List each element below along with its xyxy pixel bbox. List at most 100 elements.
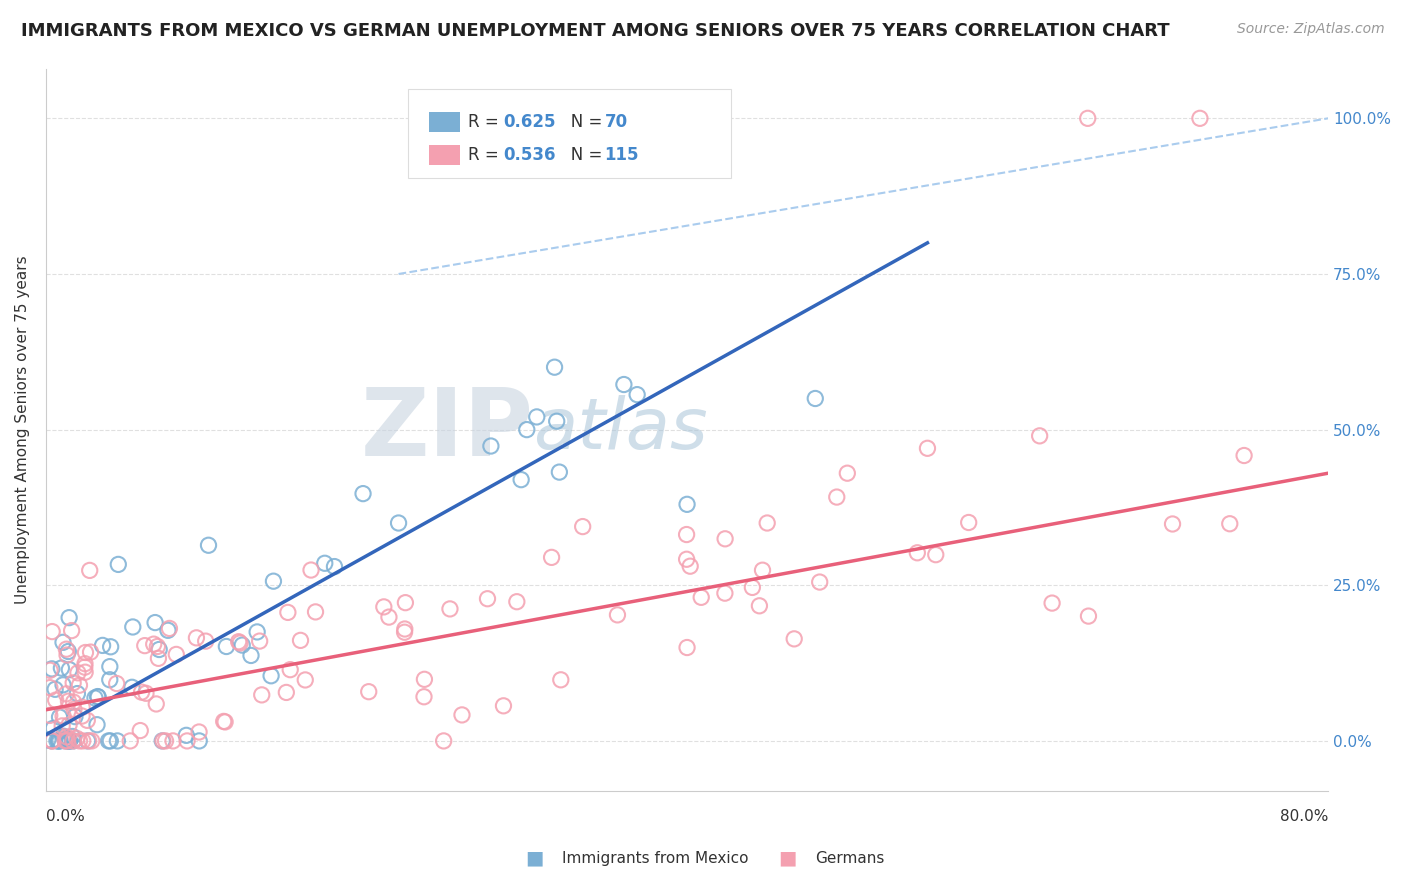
Point <box>957 516 980 530</box>
Point <box>63 702 86 716</box>
Point <box>105 676 128 690</box>
Point <box>825 490 848 504</box>
Point <box>69 734 91 748</box>
Point <box>510 473 533 487</box>
Point <box>1028 429 1050 443</box>
Point <box>41 734 63 748</box>
Point <box>52 729 75 743</box>
Text: 0.625: 0.625 <box>503 113 555 131</box>
Point <box>42 721 65 735</box>
Point <box>55 730 77 744</box>
Point <box>146 640 169 654</box>
Point <box>142 637 165 651</box>
Point <box>613 377 636 392</box>
Point <box>548 465 571 479</box>
Text: Source: ZipAtlas.com: Source: ZipAtlas.com <box>1237 22 1385 37</box>
Point <box>56 734 79 748</box>
Point <box>75 646 97 660</box>
Point <box>41 734 63 748</box>
Text: ZIP: ZIP <box>360 384 533 475</box>
Point <box>58 610 80 624</box>
Point <box>675 552 697 566</box>
Point <box>80 734 103 748</box>
Point <box>323 559 346 574</box>
Point <box>56 734 79 748</box>
Point <box>571 519 593 533</box>
Text: N =: N = <box>555 113 607 131</box>
Point <box>250 688 273 702</box>
Point <box>37 732 59 747</box>
Point <box>49 734 72 748</box>
Point <box>197 538 219 552</box>
Point <box>783 632 806 646</box>
Point <box>58 694 80 708</box>
Point <box>905 546 928 560</box>
Point <box>357 684 380 698</box>
Point <box>98 734 121 748</box>
Point <box>394 625 416 640</box>
Point <box>52 635 75 649</box>
Point <box>352 486 374 500</box>
Text: ■: ■ <box>524 848 544 868</box>
Point <box>59 734 82 748</box>
Point <box>176 728 198 742</box>
Point <box>387 516 409 530</box>
Point <box>131 685 153 699</box>
Point <box>229 636 252 650</box>
Text: R =: R = <box>468 146 505 164</box>
Point <box>378 610 401 624</box>
Point <box>394 622 416 636</box>
Point <box>925 548 948 562</box>
Point <box>194 634 217 648</box>
Point <box>162 734 184 748</box>
Point <box>260 669 283 683</box>
Point <box>526 409 548 424</box>
Point <box>75 665 97 680</box>
Point <box>63 709 86 723</box>
Point <box>51 719 73 733</box>
Point <box>304 605 326 619</box>
Point <box>240 648 263 663</box>
Point <box>479 439 502 453</box>
Point <box>150 734 173 748</box>
Point <box>38 681 60 695</box>
Point <box>294 673 316 687</box>
Text: atlas: atlas <box>533 395 707 464</box>
Point <box>439 602 461 616</box>
Point <box>756 516 779 530</box>
Point <box>188 725 211 739</box>
Point <box>626 387 648 401</box>
Point <box>804 392 827 406</box>
Point <box>55 731 77 746</box>
Point <box>506 595 529 609</box>
Point <box>97 734 120 748</box>
Text: R =: R = <box>468 113 505 131</box>
Point <box>676 497 699 511</box>
Point <box>143 615 166 630</box>
Point <box>1188 112 1211 126</box>
Point <box>41 624 63 639</box>
Text: IMMIGRANTS FROM MEXICO VS GERMAN UNEMPLOYMENT AMONG SENIORS OVER 75 YEARS CORREL: IMMIGRANTS FROM MEXICO VS GERMAN UNEMPLO… <box>21 22 1170 40</box>
Point <box>66 731 89 746</box>
Point <box>60 624 83 638</box>
Point <box>69 678 91 692</box>
Point <box>58 663 80 677</box>
Point <box>299 563 322 577</box>
Point <box>56 648 79 662</box>
Point <box>155 734 177 748</box>
Point <box>72 734 94 748</box>
Point <box>98 673 121 687</box>
Point <box>262 574 284 589</box>
Point <box>55 734 77 748</box>
Point <box>1161 516 1184 531</box>
Point <box>39 663 62 677</box>
Point <box>433 734 456 748</box>
Text: Immigrants from Mexico: Immigrants from Mexico <box>562 851 749 865</box>
Point <box>277 606 299 620</box>
Point <box>79 645 101 659</box>
Point <box>53 734 76 748</box>
Point <box>492 698 515 713</box>
Point <box>121 620 143 634</box>
Point <box>100 640 122 654</box>
Point <box>413 690 436 704</box>
